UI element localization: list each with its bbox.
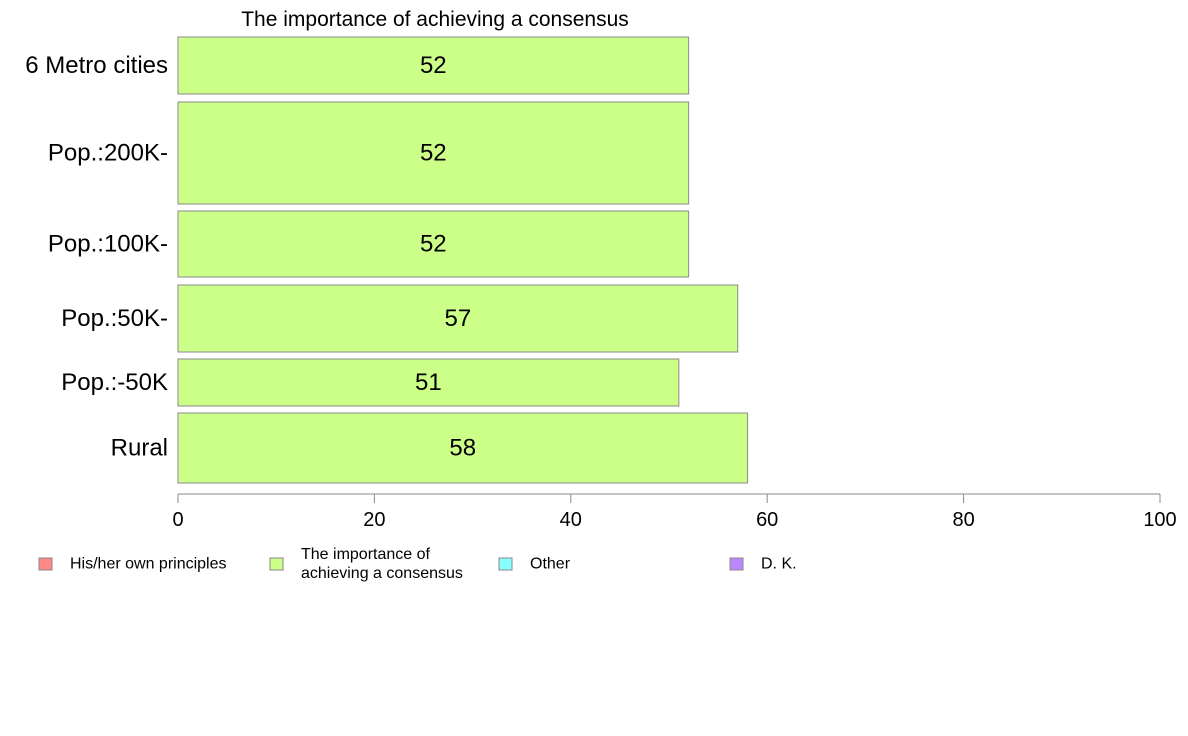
- category-label-0: 6 Metro cities: [25, 52, 168, 79]
- bar-3: [177, 284, 739, 353]
- bar-1: [177, 101, 690, 205]
- legend-label-2-0: Other: [530, 556, 571, 573]
- category-label-2: Pop.:100K-: [48, 231, 168, 258]
- category-label-5: Rural: [111, 435, 168, 462]
- x-axis: 0 20 40 60 80 100: [172, 493, 1177, 531]
- x-tick-label-0: 0: [172, 509, 183, 531]
- x-tick-label-3: 60: [756, 509, 778, 531]
- category-label-1: Pop.:200K-: [48, 140, 168, 167]
- legend-label-1-1: achieving a consensus: [301, 565, 463, 582]
- bar-0: [177, 36, 690, 95]
- bar-4: [177, 358, 680, 407]
- value-label-1: 52: [420, 140, 447, 167]
- legend-swatch-3: [729, 557, 744, 571]
- category-label-4: Pop.:-50K: [61, 369, 168, 396]
- legend-label-0-0: His/her own principles: [70, 556, 227, 573]
- chart-title: The importance of achieving a consensus: [241, 8, 629, 31]
- x-tick-label-2: 40: [560, 509, 582, 531]
- value-label-3: 57: [445, 305, 472, 332]
- bars-layer: 52 6 Metro cities 52 Pop.:200K- 52 Pop.:100K-…: [25, 36, 749, 484]
- value-label-5: 58: [449, 435, 476, 462]
- category-label-3: Pop.:50K-: [61, 305, 168, 332]
- value-label-0: 52: [420, 52, 447, 79]
- x-tick-label-1: 20: [363, 509, 385, 531]
- bar-2: [177, 210, 690, 278]
- x-tick-label-5: 100: [1143, 509, 1176, 531]
- value-label-4: 51: [415, 369, 442, 396]
- legend-label-1-0: The importance of: [301, 546, 431, 563]
- legend-label-3-0: D. K.: [761, 556, 797, 573]
- legend-swatch-1: [269, 557, 284, 571]
- legend-swatch-0: [38, 557, 53, 571]
- legend-swatch-2: [498, 557, 513, 571]
- legend: His/her own principles The importance of a…: [38, 546, 797, 582]
- bar-5: [177, 412, 749, 484]
- value-label-2: 52: [420, 231, 447, 258]
- x-tick-label-4: 80: [952, 509, 974, 531]
